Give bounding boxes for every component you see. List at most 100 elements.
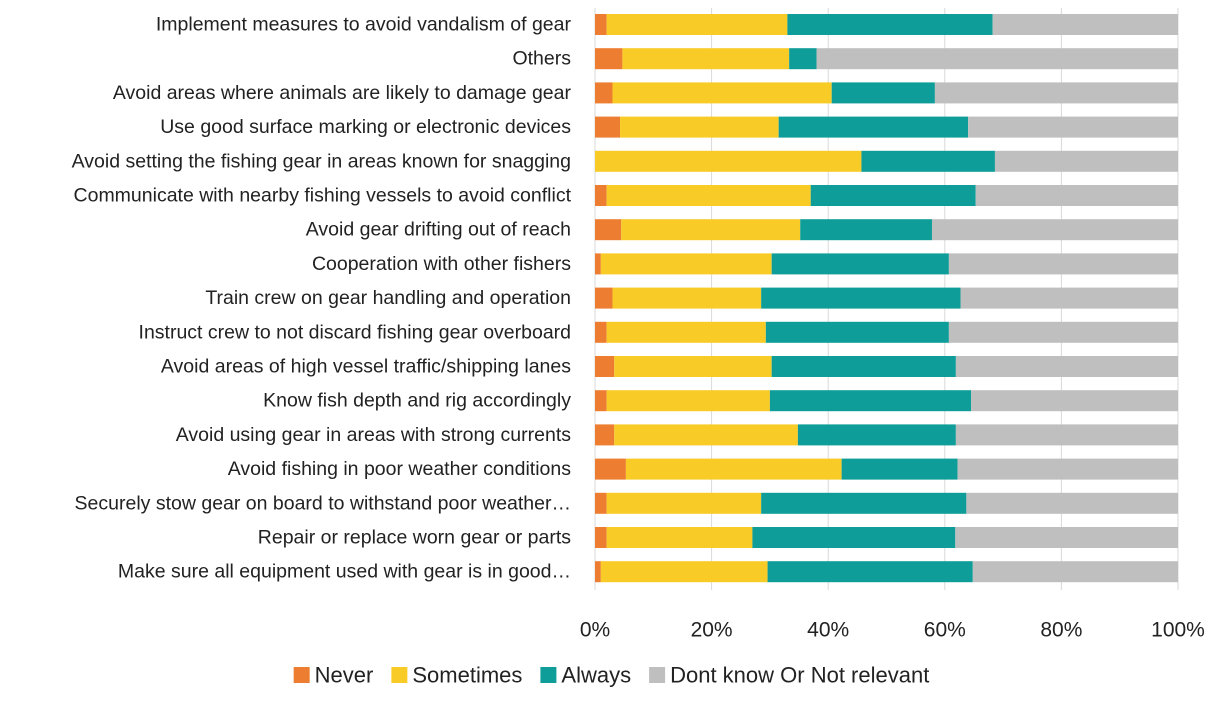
bar-segment-dont-know-or-not-relevant [948, 253, 1178, 275]
category-label: Avoid fishing in poor weather conditions [228, 458, 572, 480]
legend-label: Always [561, 663, 631, 688]
bar-segment-sometimes [595, 150, 862, 172]
bar-segment-always [787, 14, 993, 35]
bar-segment-never [595, 82, 613, 104]
bar-segment-never [595, 458, 626, 480]
bar-segment-dont-know-or-not-relevant [955, 424, 1178, 446]
bar-segment-always [810, 185, 976, 206]
bar-segment-dont-know-or-not-relevant [934, 82, 1178, 104]
bar-segment-sometimes [622, 48, 790, 70]
bar-segment-sometimes [606, 390, 770, 412]
bar-segment-sometimes [621, 219, 801, 241]
bar-segment-sometimes [600, 253, 772, 275]
legend: Never Sometimes Always Dont know Or Not rel… [293, 663, 929, 688]
bar-segment-dont-know-or-not-relevant [971, 390, 1178, 412]
bar-segment-dont-know-or-not-relevant [948, 321, 1178, 343]
bar-segment-dont-know-or-not-relevant [955, 356, 1178, 377]
bar-segment-never [595, 287, 613, 309]
category-label: Cooperation with other fishers [312, 253, 571, 275]
x-tick-label: 100% [1151, 619, 1205, 642]
bar-segment-dont-know-or-not-relevant [816, 48, 1178, 70]
bar-segment-never [595, 321, 607, 343]
bar-segment-dont-know-or-not-relevant [975, 185, 1178, 206]
bar-segment-sometimes [612, 287, 762, 309]
bar-segment-always [841, 458, 958, 480]
bar-segment-never [595, 424, 615, 446]
legend-label: Never [315, 663, 374, 688]
category-label: Repair or replace worn gear or parts [258, 527, 571, 549]
bar-segment-dont-know-or-not-relevant [968, 116, 1178, 138]
bar-segment-dont-know-or-not-relevant [960, 287, 1178, 309]
bar-segment-never [595, 561, 601, 583]
bar-segment-dont-know-or-not-relevant [992, 14, 1178, 35]
legend-label: Dont know Or Not relevant [670, 663, 929, 688]
bar-segment-always [800, 219, 932, 241]
bar-segment-always [761, 287, 961, 309]
category-label: Securely stow gear on board to withstand… [75, 492, 571, 514]
bar-segment-dont-know-or-not-relevant [966, 492, 1178, 514]
category-label: Avoid gear drifting out of reach [306, 219, 571, 241]
bar-segment-never [595, 492, 607, 514]
x-tick-label: 0% [580, 619, 610, 642]
category-label: Implement measures to avoid vandalism of… [156, 14, 572, 36]
bar-segment-always [797, 424, 956, 446]
x-axis-ticks: 0% 20% 40% 60% 80% 100% [580, 619, 1205, 642]
bar-segment-always [778, 116, 969, 138]
category-label: Avoid areas where animals are likely to … [113, 82, 572, 104]
bar-segment-sometimes [620, 116, 779, 138]
category-labels: Implement measures to avoid vandalism of… [72, 14, 572, 583]
bar-segment-sometimes [600, 561, 768, 583]
bar-segment-never [595, 48, 623, 70]
bar-segment-always [789, 48, 817, 70]
legend-label: Sometimes [412, 663, 522, 688]
bar-segment-always [771, 253, 949, 275]
bar-segment-sometimes [606, 14, 788, 35]
bar-segment-never [595, 14, 607, 35]
bar-segment-dont-know-or-not-relevant [972, 561, 1178, 583]
bar-segment-always [771, 356, 956, 377]
bar-segment-always [752, 527, 956, 548]
category-label: Avoid areas of high vessel traffic/shipp… [161, 356, 571, 378]
bar-segment-sometimes [606, 492, 762, 514]
bar-segment-sometimes [612, 82, 832, 104]
legend-item: Always [540, 663, 631, 688]
legend-swatch [649, 667, 666, 683]
bar-segment-always [769, 390, 972, 412]
category-label: Avoid using gear in areas with strong cu… [176, 424, 572, 446]
bar-segment-never [595, 219, 622, 241]
x-tick-label: 40% [807, 619, 849, 642]
bar-segment-always [765, 321, 949, 343]
category-label: Make sure all equipment used with gear i… [118, 561, 571, 583]
category-label: Communicate with nearby fishing vessels … [74, 185, 572, 207]
bar-segment-sometimes [614, 356, 772, 377]
legend-swatch [391, 667, 408, 683]
category-label: Others [512, 48, 571, 70]
bar-segment-always [767, 561, 973, 583]
bar-segment-always [861, 150, 995, 172]
bar-segment-never [595, 116, 621, 138]
bar-segment-never [595, 390, 607, 412]
bars [595, 14, 1178, 583]
bar-segment-never [595, 185, 607, 206]
x-tick-label: 20% [691, 619, 733, 642]
legend-item: Sometimes [391, 663, 522, 688]
bar-segment-never [595, 527, 607, 548]
bar-segment-never [595, 356, 615, 377]
bar-segment-dont-know-or-not-relevant [957, 458, 1178, 480]
legend-swatch [293, 667, 310, 683]
x-tick-label: 60% [924, 619, 966, 642]
bar-segment-sometimes [606, 321, 766, 343]
bar-segment-sometimes [606, 185, 811, 206]
x-tick-label: 80% [1040, 619, 1082, 642]
bar-segment-sometimes [614, 424, 798, 446]
bar-segment-sometimes [625, 458, 842, 480]
bar-segment-always [831, 82, 935, 104]
legend-item: Never [293, 663, 374, 688]
legend-item: Dont know Or Not relevant [649, 663, 929, 688]
category-label: Use good surface marking or electronic d… [160, 116, 571, 138]
bar-segment-always [761, 492, 967, 514]
category-label: Avoid setting the fishing gear in areas … [72, 150, 571, 172]
bar-segment-never [595, 253, 601, 275]
